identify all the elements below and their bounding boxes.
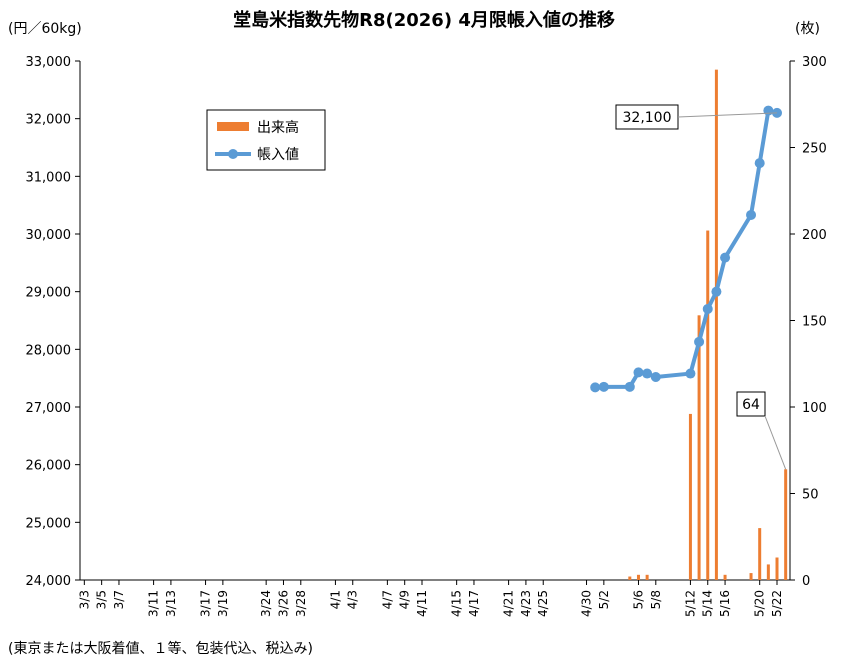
left-tick-label: 27,000 <box>26 401 72 416</box>
left-tick-label: 33,000 <box>26 55 72 70</box>
right-tick-label: 300 <box>802 55 827 70</box>
x-tick-label: 5/6 <box>631 590 645 609</box>
chart-title: 堂島米指数先物R8(2026) 4月限帳入値の推移 <box>233 10 615 31</box>
x-tick-label: 5/20 <box>753 590 767 617</box>
settlement-price-point <box>754 158 765 169</box>
x-tick-label: 4/1 <box>328 590 342 609</box>
x-tick-label: 3/13 <box>164 590 178 617</box>
x-tick-label: 3/26 <box>276 590 290 617</box>
volume-bar <box>766 564 770 580</box>
bars-layer <box>628 69 788 581</box>
volume-bar <box>706 230 710 581</box>
left-tick-label: 31,000 <box>26 170 72 185</box>
x-tick-label: 3/11 <box>147 590 161 617</box>
volume-bar <box>697 315 701 580</box>
x-tick-label: 3/24 <box>259 590 273 617</box>
volume-bar <box>714 69 718 581</box>
left-tick-label: 30,000 <box>26 228 72 243</box>
x-tick-label: 3/7 <box>112 590 126 609</box>
settlement-price-point <box>633 367 644 378</box>
volume-bar <box>628 576 632 580</box>
x-tick-label: 5/14 <box>701 590 715 617</box>
settlement-price-point <box>598 381 609 392</box>
settlement-price-point <box>685 368 696 379</box>
x-tick-label: 5/22 <box>770 590 784 617</box>
volume-bar <box>758 528 762 580</box>
x-tick-label: 3/28 <box>294 590 308 617</box>
x-tick-label: 3/3 <box>77 590 91 609</box>
annotation-label: 64 <box>742 397 760 413</box>
left-axis-unit: (円／60kg) <box>8 21 82 37</box>
settlement-price-point <box>642 368 653 379</box>
settlement-price-point <box>694 336 705 347</box>
settlement-price-point <box>702 303 713 314</box>
x-tick-label: 4/30 <box>580 590 594 617</box>
x-tick-label: 4/25 <box>536 590 550 617</box>
volume-bar <box>688 413 692 580</box>
annotation-label: 32,100 <box>623 110 672 126</box>
settlement-price-point <box>746 209 757 220</box>
settlement-price-point <box>650 372 661 383</box>
annotation-leader <box>677 112 778 118</box>
x-tick-label: 5/2 <box>597 590 611 609</box>
legend-label-price: 帳入値 <box>257 147 299 163</box>
settlement-price-point <box>720 252 731 263</box>
settlement-price-point <box>763 105 774 116</box>
x-tick-label: 5/8 <box>649 590 663 609</box>
legend-swatch-price-point <box>228 149 238 159</box>
line-layer <box>590 105 783 393</box>
left-tick-label: 24,000 <box>26 574 72 589</box>
right-tick-label: 50 <box>802 488 819 503</box>
x-tick-label: 3/19 <box>216 590 230 617</box>
footnote: (東京または大阪着値、１等、包装代込、税込み) <box>8 641 313 657</box>
right-tick-label: 250 <box>802 142 827 157</box>
left-tick-label: 25,000 <box>26 516 72 531</box>
left-tick-label: 32,000 <box>26 113 72 128</box>
right-tick-label: 0 <box>802 574 810 589</box>
x-tick-label: 4/3 <box>346 590 360 609</box>
x-tick-label: 5/16 <box>718 590 732 617</box>
settlement-price-point <box>624 381 635 392</box>
x-tick-label: 4/15 <box>450 590 464 617</box>
annotation-box <box>736 391 766 417</box>
legend-label-volume: 出来高 <box>257 119 299 136</box>
settlement-price-point <box>590 382 601 393</box>
x-tick-label: 4/11 <box>415 590 429 617</box>
x-tick-label: 4/7 <box>380 590 394 609</box>
volume-bar <box>784 469 788 580</box>
settlement-price-line <box>595 108 778 390</box>
settlement-price-point <box>711 286 722 297</box>
x-tick-label: 3/17 <box>199 590 213 617</box>
right-tick-label: 200 <box>802 228 827 243</box>
x-tick-label: 3/5 <box>95 590 109 609</box>
left-tick-label: 28,000 <box>26 343 72 358</box>
volume-bar <box>636 574 640 580</box>
x-tick-label: 5/12 <box>683 590 697 617</box>
left-tick-label: 29,000 <box>26 286 72 301</box>
legend-swatch-volume <box>217 122 249 131</box>
volume-bar <box>775 557 779 580</box>
right-axis-unit: (枚) <box>795 21 820 37</box>
x-tick-label: 4/23 <box>519 590 533 617</box>
legend-box <box>206 109 326 171</box>
right-tick-label: 100 <box>802 401 827 416</box>
axes-layer: 24,000 25,000 26,000 27,000 28,000 29,000 30,0… <box>26 55 827 617</box>
volume-bar <box>749 573 753 580</box>
volume-bar <box>645 574 649 580</box>
annotation-leader <box>764 415 787 470</box>
volume-bar <box>723 574 727 580</box>
left-tick-label: 26,000 <box>26 459 72 474</box>
right-tick-label: 150 <box>802 315 827 330</box>
x-tick-label: 4/21 <box>502 590 516 617</box>
annotation-layer: 32,100 64 <box>615 104 787 470</box>
x-tick-label: 4/17 <box>467 590 481 617</box>
x-tick-label: 4/9 <box>398 590 412 609</box>
